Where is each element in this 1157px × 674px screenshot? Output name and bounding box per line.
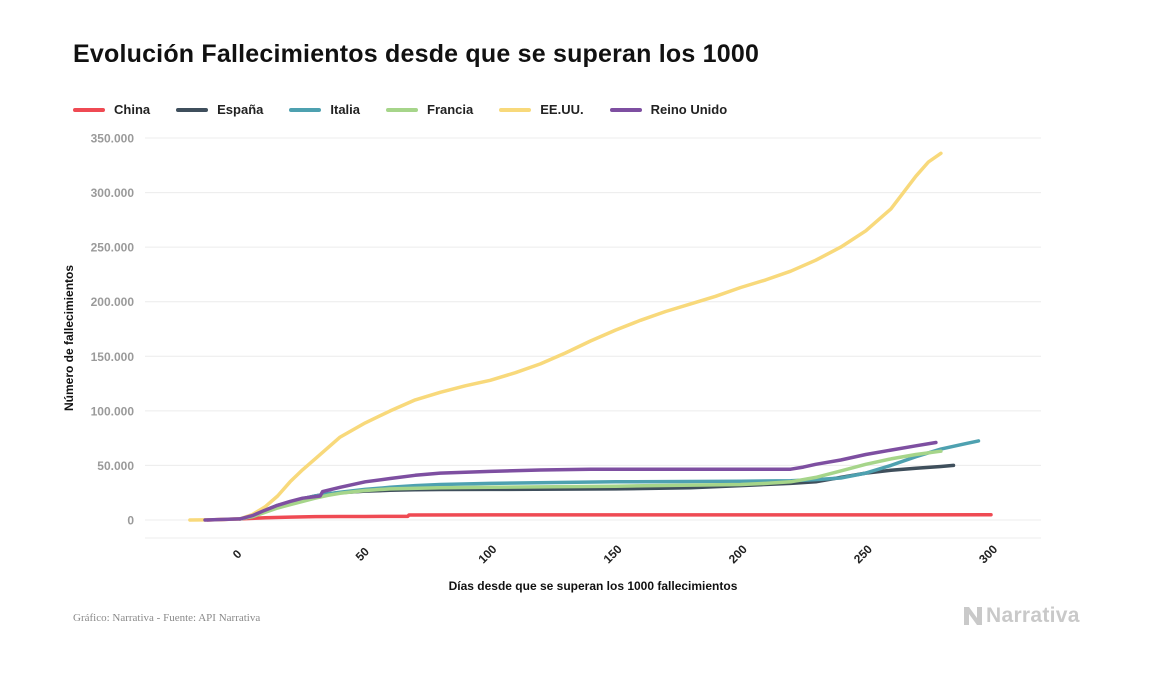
y-tick-label: 350.000 (91, 132, 135, 146)
x-tick-label: 150 (601, 542, 625, 566)
y-tick-label: 150.000 (91, 350, 135, 364)
narrativa-logo: Narrativa (962, 604, 1080, 628)
x-tick-label: 250 (851, 542, 875, 566)
x-tick-label: 100 (475, 542, 499, 566)
narrativa-logo-icon (964, 607, 982, 625)
legend-label: España (217, 102, 264, 117)
series-line-china (205, 513, 993, 522)
y-tick-label: 200.000 (91, 295, 135, 309)
x-tick-label: 300 (976, 542, 1000, 566)
legend-label: Francia (427, 102, 474, 117)
legend-label: EE.UU. (540, 102, 584, 117)
x-axis-label: Días desde que se superan los 1000 falle… (449, 579, 738, 593)
x-tick-label: 200 (726, 542, 750, 566)
y-axis-ticks: 0 50.000 100.000 150.000 200.000 250.000 300.0… (91, 132, 135, 528)
chart-title: Evolución Fallecimientos desde que se su… (73, 40, 760, 68)
y-tick-label: 100.000 (91, 404, 135, 418)
y-tick-label: 0 (127, 514, 134, 528)
x-tick-label: 50 (353, 544, 373, 564)
legend-item: España (176, 102, 263, 117)
legend-swatch (176, 107, 209, 112)
series-line-francia (238, 449, 943, 521)
chart-legend: China España Italia Francia EE.UU. Reino Unid… (73, 102, 753, 117)
x-tick-label: 0 (230, 547, 245, 562)
series-line-ee-uu- (188, 151, 943, 522)
y-tick-label: 50.000 (97, 459, 134, 473)
legend-label: Reino Unido (650, 102, 728, 117)
legend-item: China (73, 102, 150, 117)
legend-item: EE.UU. (499, 102, 584, 117)
legend-swatch (609, 107, 642, 112)
legend-item: Francia (386, 102, 473, 117)
legend-swatch (73, 107, 105, 112)
y-tick-label: 300.000 (91, 186, 135, 200)
source-caption: Gráfico: Narrativa - Fuente: API Narrati… (73, 612, 261, 624)
legend-item: Italia (289, 102, 360, 117)
legend-swatch (386, 107, 418, 112)
legend-label: China (114, 102, 151, 117)
y-axis-label: Número de fallecimientos (62, 265, 76, 411)
legend-swatch (499, 107, 532, 112)
narrativa-logo-text: Narrativa (986, 604, 1080, 627)
series-line-reino-unido (203, 440, 938, 522)
grid-lines (145, 137, 1041, 539)
series-lines (188, 151, 993, 522)
x-axis-ticks: 0 50 100 150 200 250 300 (230, 542, 1001, 566)
legend-swatch (289, 107, 322, 112)
legend-item: Reino Unido (609, 102, 728, 117)
y-tick-label: 250.000 (91, 241, 135, 255)
legend-label: Italia (330, 102, 360, 117)
